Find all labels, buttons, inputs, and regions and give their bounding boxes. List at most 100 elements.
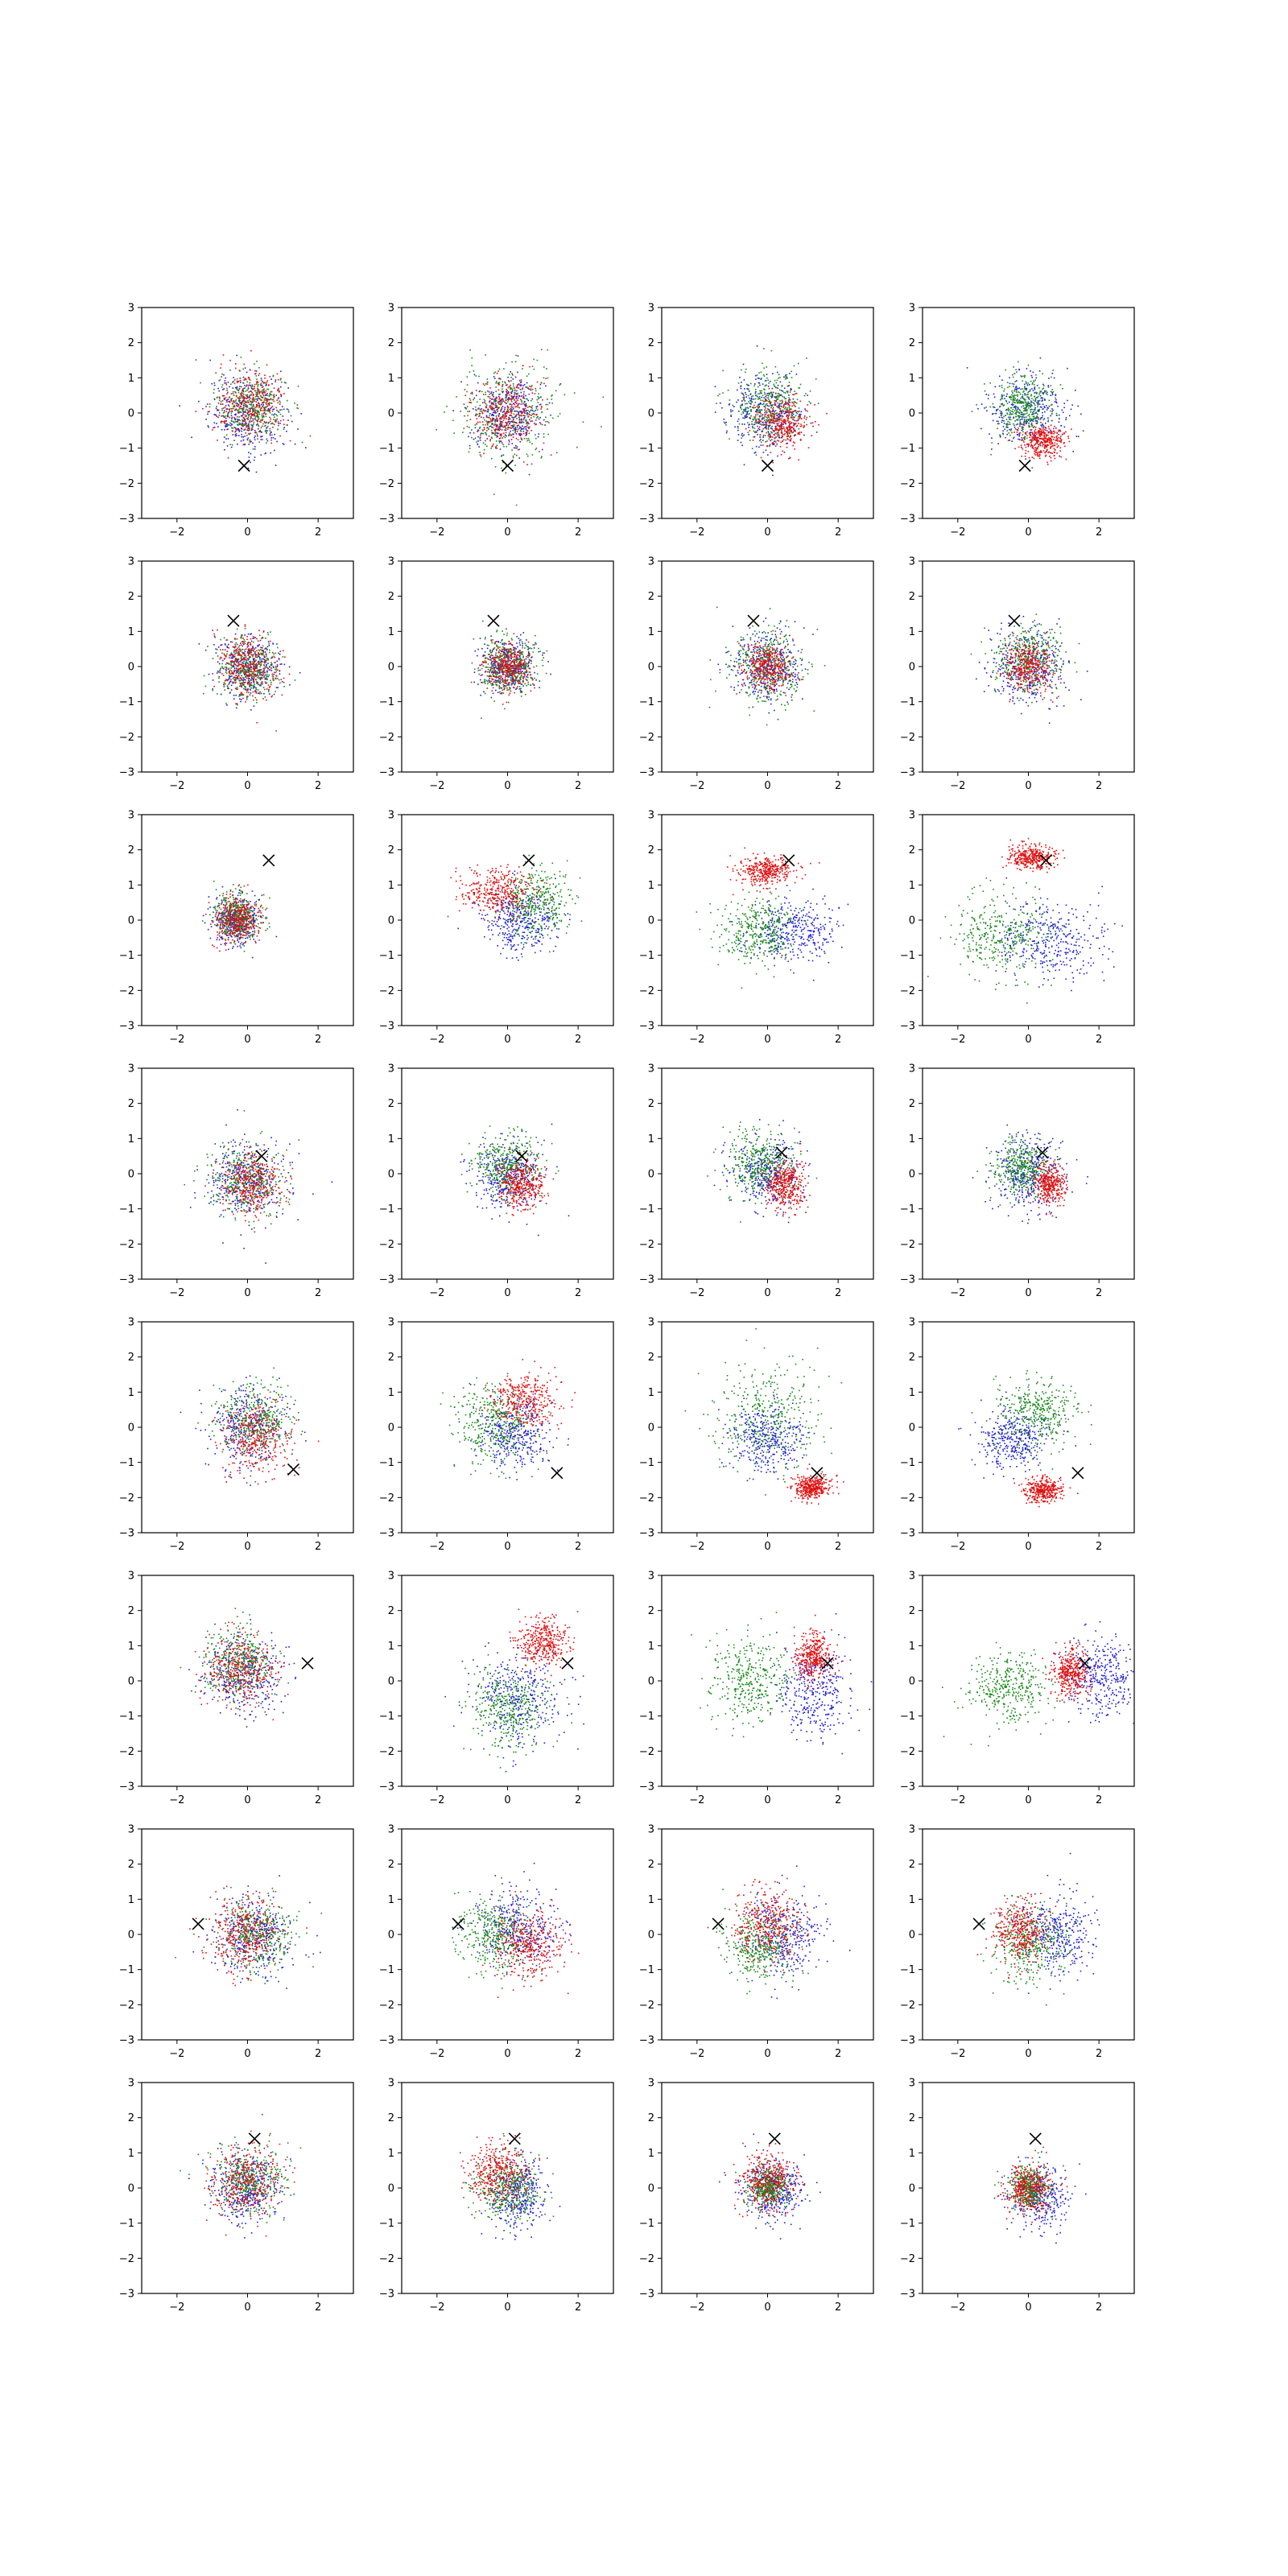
point-red: [1059, 431, 1062, 432]
point-blue: [256, 682, 258, 684]
point-red: [510, 406, 512, 407]
point-blue: [249, 440, 251, 441]
point-green: [275, 691, 276, 692]
point-blue: [513, 416, 515, 419]
point-blue: [243, 407, 245, 409]
point-red: [246, 418, 248, 419]
point-green: [783, 391, 785, 394]
point-red: [514, 424, 515, 426]
point-blue: [1034, 386, 1036, 388]
point-blue: [737, 420, 739, 423]
point-red: [790, 435, 792, 437]
point-green: [1027, 390, 1030, 393]
point-green: [495, 423, 497, 426]
point-green: [502, 383, 504, 386]
point-green: [1022, 401, 1024, 403]
point-green: [1044, 399, 1046, 401]
point-blue: [225, 405, 227, 407]
point-red: [535, 387, 537, 390]
point-blue: [740, 387, 742, 390]
point-red: [785, 411, 786, 412]
point-blue: [253, 660, 255, 662]
point-red: [261, 396, 263, 398]
point-red: [1045, 436, 1047, 437]
point-green: [489, 394, 490, 395]
point-green: [770, 349, 773, 352]
point-blue: [733, 406, 735, 407]
point-blue: [264, 679, 266, 680]
point-green: [1015, 406, 1017, 407]
point-red: [242, 388, 244, 390]
point-blue: [518, 411, 519, 413]
point-green: [762, 418, 765, 419]
point-green: [533, 368, 535, 370]
point-blue: [1039, 444, 1042, 447]
point-green: [204, 685, 207, 687]
point-blue: [765, 449, 767, 452]
point-blue: [243, 687, 245, 690]
point-green: [264, 648, 266, 650]
point-blue: [288, 666, 291, 668]
point-green: [762, 436, 765, 439]
point-blue: [213, 414, 216, 415]
point-green: [777, 418, 778, 419]
point-green: [531, 385, 533, 386]
point-green: [231, 444, 233, 446]
point-blue: [265, 653, 267, 655]
point-red: [1032, 433, 1034, 436]
point-green: [221, 663, 223, 665]
point-red: [1051, 442, 1053, 444]
point-blue: [1051, 408, 1053, 410]
point-blue: [737, 426, 739, 427]
point-red: [227, 415, 229, 418]
point-green: [525, 398, 527, 400]
point-green: [759, 390, 761, 392]
point-green: [229, 677, 230, 679]
point-blue: [216, 415, 218, 418]
point-red: [1030, 440, 1033, 441]
point-blue: [759, 403, 761, 405]
point-red: [246, 401, 248, 403]
point-blue: [787, 411, 790, 413]
point-blue: [1030, 400, 1032, 402]
point-green: [781, 399, 783, 402]
point-red: [239, 370, 241, 372]
point-red: [765, 395, 766, 398]
point-blue: [1018, 409, 1021, 411]
point-red: [773, 410, 775, 412]
point-red: [776, 419, 778, 421]
point-red: [1040, 451, 1042, 453]
point-red: [1060, 441, 1062, 444]
point-green: [555, 390, 557, 392]
point-red: [778, 440, 780, 442]
point-red: [1056, 446, 1059, 448]
point-green: [266, 432, 267, 434]
point-red: [1034, 451, 1037, 453]
point-red: [773, 391, 774, 394]
point-green: [803, 394, 806, 397]
point-red: [520, 395, 522, 398]
point-red: [504, 426, 506, 427]
point-green: [270, 394, 271, 395]
point-red: [749, 430, 751, 431]
point-red: [221, 420, 223, 423]
point-blue: [242, 376, 245, 378]
point-green: [1051, 404, 1052, 407]
point-blue: [266, 394, 268, 396]
point-green: [758, 372, 760, 374]
point-blue: [1012, 404, 1014, 406]
point-blue: [227, 382, 229, 383]
point-red: [246, 398, 248, 399]
point-red: [247, 385, 250, 387]
point-blue: [741, 423, 743, 425]
point-red: [231, 407, 233, 410]
point-green: [242, 368, 244, 370]
point-blue: [213, 644, 215, 646]
point-red: [260, 410, 262, 411]
point-green: [797, 418, 799, 419]
point-blue: [777, 415, 778, 417]
point-red: [523, 426, 526, 428]
point-green: [510, 399, 513, 401]
point-blue: [544, 424, 546, 426]
point-green: [243, 429, 245, 431]
